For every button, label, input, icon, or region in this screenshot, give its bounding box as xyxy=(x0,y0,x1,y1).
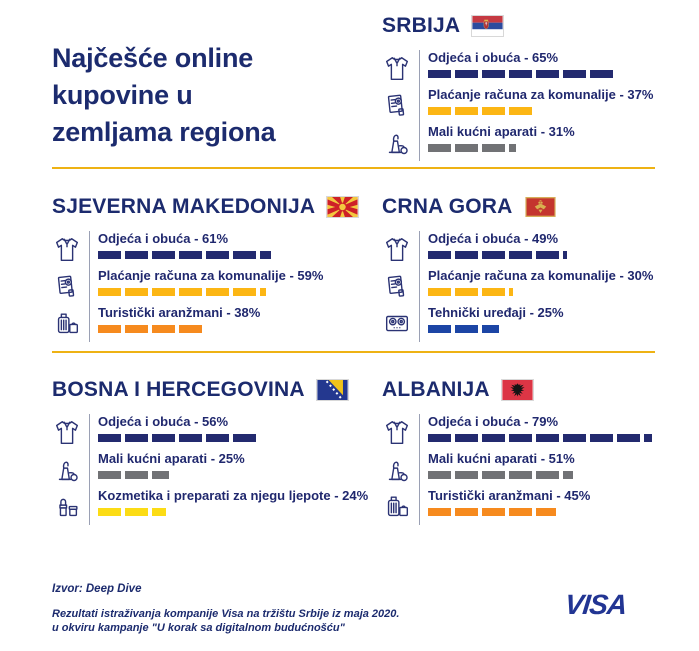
bosnia-herzegovina-flag-icon xyxy=(315,379,349,401)
bar-label: Plaćanje računa za komunalije - 59% xyxy=(98,268,324,283)
bar-row: Plaćanje računa za komunalije - 59% xyxy=(98,268,369,305)
bar-odjeca xyxy=(98,251,272,259)
bar-row: Turistički aranžmani - 38% xyxy=(98,305,369,342)
cosmetics-icon xyxy=(52,492,82,522)
bar-aparati xyxy=(428,471,573,479)
footer-note: Rezultati istraživanja kompanije Visa na… xyxy=(52,607,399,635)
bar-placanje xyxy=(428,288,514,296)
bar-turisticki xyxy=(98,325,206,333)
bar-label: Mali kućni aparati - 25% xyxy=(98,451,245,466)
section-divider xyxy=(52,351,655,353)
country-title-albanija: ALBANIJA xyxy=(382,378,490,401)
suitcase-icon xyxy=(382,492,412,522)
bar-odjeca xyxy=(428,434,653,442)
footer-note-line1: Rezultati istraživanja kompanije Visa na… xyxy=(52,608,400,620)
bar-row: Mali kućni aparati - 51% xyxy=(428,451,699,488)
bar-row: Odjeća i obuća - 61% xyxy=(98,231,369,268)
bar-placanje xyxy=(428,107,534,115)
panel-srbija: SRBIJA Odjeća i obuća - 65% Plaćanje rač… xyxy=(382,11,699,161)
infographic-title: Najčešće online kupovine u zemljama regi… xyxy=(52,43,276,148)
serbia-flag-icon xyxy=(471,15,505,37)
panel-makedonija: SJEVERNA MAKEDONIJA Odjeća i obuća - 61%… xyxy=(52,192,369,342)
panel-albanija: ALBANIJA Odjeća i obuća - 79% Mali kućni… xyxy=(382,375,699,525)
vacuum-icon xyxy=(382,455,412,485)
bar-label: Turistički aranžmani - 45% xyxy=(428,488,591,503)
bar-label: Turistički aranžmani - 38% xyxy=(98,305,261,320)
bar-odjeca xyxy=(98,434,258,442)
north-macedonia-flag-icon xyxy=(326,196,360,218)
vacuum-icon xyxy=(52,455,82,485)
bar-label: Odjeća i obuća - 65% xyxy=(428,50,559,65)
stove-icon xyxy=(382,309,412,339)
country-title-makedonija: SJEVERNA MAKEDONIJA xyxy=(52,195,316,218)
bar-label: Plaćanje računa za komunalije - 37% xyxy=(428,87,654,102)
bar-row: Odjeća i obuća - 65% xyxy=(428,50,699,87)
bar-row: Odjeća i obuća - 56% xyxy=(98,414,369,451)
bar-label: Odjeća i obuća - 56% xyxy=(98,414,229,429)
tshirt-icon xyxy=(382,235,412,265)
bar-label: Tehnički uređaji - 25% xyxy=(428,305,564,320)
country-title-crnagora: CRNA GORA xyxy=(382,195,513,218)
bar-row: Tehnički uređaji - 25% xyxy=(428,305,699,342)
bar-row: Mali kućni aparati - 25% xyxy=(98,451,369,488)
bar-label: Mali kućni aparati - 51% xyxy=(428,451,575,466)
receipt-icon xyxy=(52,272,82,302)
receipt-icon xyxy=(382,91,412,121)
bar-row: Plaćanje računa za komunalije - 37% xyxy=(428,87,699,124)
bar-label: Plaćanje računa za komunalije - 30% xyxy=(428,268,654,283)
bar-row: Odjeća i obuća - 49% xyxy=(428,231,699,268)
source-text: Izvor: Deep Dive xyxy=(52,583,142,595)
bar-kozmetika xyxy=(98,508,167,516)
bar-row: Turistički aranžmani - 45% xyxy=(428,488,699,525)
tshirt-icon xyxy=(382,54,412,84)
bar-aparati xyxy=(428,144,517,152)
bar-odjeca xyxy=(428,251,568,259)
bar-label: Odjeća i obuća - 79% xyxy=(428,414,559,429)
footer-note-line2: u okviru kampanje "U korak sa digitalnom… xyxy=(52,622,345,634)
bar-row: Mali kućni aparati - 31% xyxy=(428,124,699,161)
bar-placanje xyxy=(98,288,266,296)
panel-bosna: BOSNA I HERCEGOVINA Odjeća i obuća - 56%… xyxy=(52,375,369,525)
bar-tehnicki xyxy=(428,325,499,333)
country-title-bosna: BOSNA I HERCEGOVINA xyxy=(52,378,305,401)
tshirt-icon xyxy=(382,418,412,448)
bar-row: Plaćanje računa za komunalije - 30% xyxy=(428,268,699,305)
tshirt-icon xyxy=(52,235,82,265)
bar-label: Mali kućni aparati - 31% xyxy=(428,124,575,139)
vacuum-icon xyxy=(382,128,412,158)
visa-logo: VISA xyxy=(563,589,629,620)
tshirt-icon xyxy=(52,418,82,448)
receipt-icon xyxy=(382,272,412,302)
section-divider xyxy=(52,167,655,169)
montenegro-flag-icon xyxy=(525,197,556,217)
bar-row: Kozmetika i preparati za njegu ljepote -… xyxy=(98,488,369,525)
bar-aparati xyxy=(98,471,169,479)
bar-odjeca xyxy=(428,70,613,78)
panel-crnagora: CRNA GORA Odjeća i obuća - 49% Plaćanje … xyxy=(382,192,699,342)
bar-label: Kozmetika i preparati za njegu ljepote -… xyxy=(98,488,369,503)
bar-label: Odjeća i obuća - 49% xyxy=(428,231,559,246)
suitcase-icon xyxy=(52,309,82,339)
bar-label: Odjeća i obuća - 61% xyxy=(98,231,229,246)
bar-row: Odjeća i obuća - 79% xyxy=(428,414,699,451)
bar-turisticki xyxy=(428,508,556,516)
albania-flag-icon xyxy=(500,379,534,401)
country-title-srbija: SRBIJA xyxy=(382,14,461,37)
